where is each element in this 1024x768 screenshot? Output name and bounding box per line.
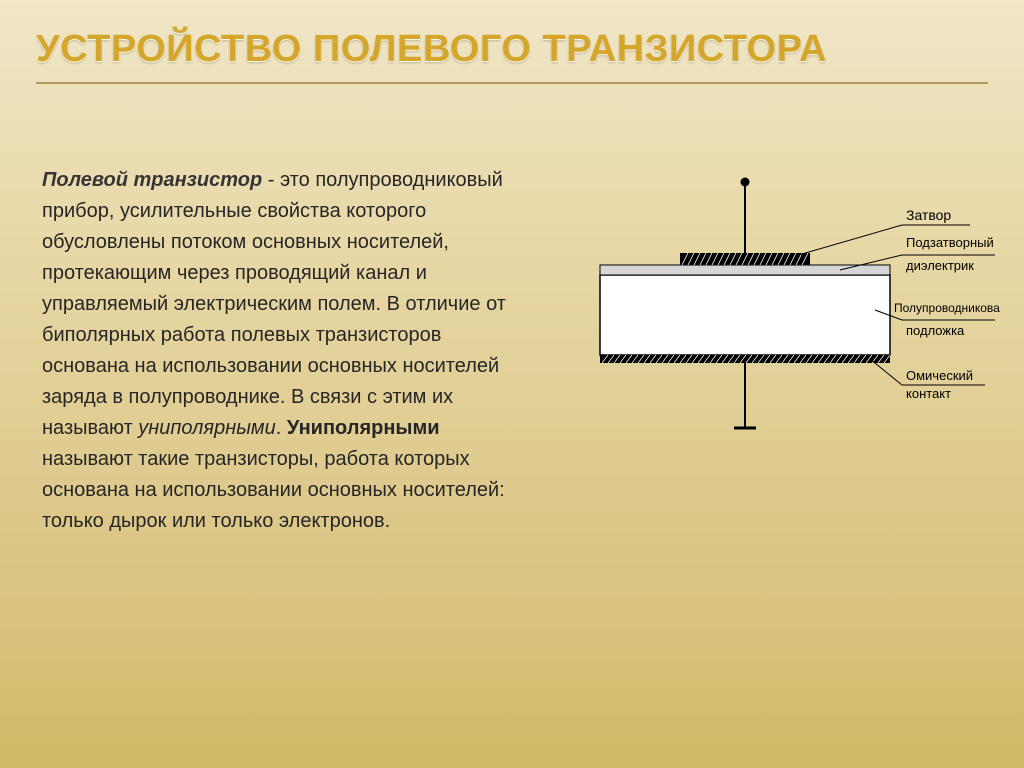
lead-term: Полевой транзистор [42,169,262,191]
label-dielectric-2: диэлектрик [906,258,974,273]
body-p1: - это полупроводниковый прибор, усилител… [42,169,506,439]
label-ohmic-2: контакт [906,386,951,401]
label-dielectric-1: Подзатворный [906,235,994,250]
top-terminal [741,178,750,187]
diagram-svg: Затвор Подзатворный диэлектрик Полупрово… [570,170,1000,450]
label-substrate-1: Полупроводниковая [894,301,1000,315]
title-underline [36,82,988,84]
transistor-diagram: Затвор Подзатворный диэлектрик Полупрово… [570,170,1000,450]
term-unipolar: униполярными [138,417,275,439]
leader-gate [795,225,902,256]
label-substrate-2: подложка [906,323,965,338]
body-paragraph: Полевой транзистор - это полупроводников… [42,165,532,537]
dielectric-layer [600,265,890,275]
substrate-box [600,275,890,355]
label-gate: Затвор [906,207,951,223]
bold-unipolar: Униполярными [287,417,440,439]
label-ohmic-1: Омический [906,368,973,383]
body-p2: . [276,417,287,439]
body-p3: называют такие транзисторы, работа котор… [42,448,505,532]
slide-title: УСТРОЙСТВО ПОЛЕВОГО ТРАНЗИСТОРА [36,28,988,71]
